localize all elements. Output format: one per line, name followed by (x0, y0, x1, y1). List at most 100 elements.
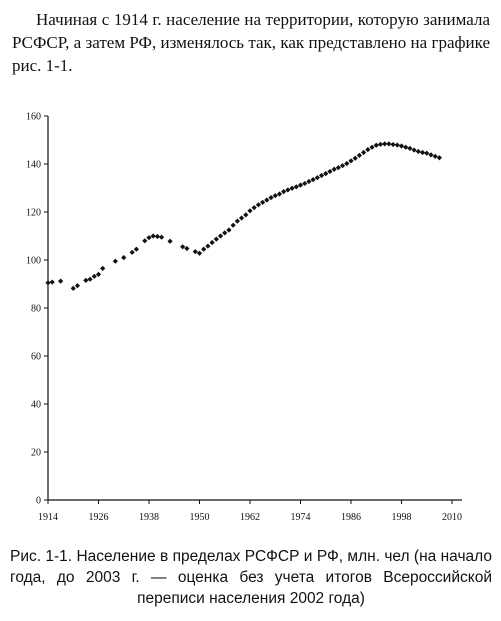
y-tick-label: 140 (26, 160, 41, 171)
data-point (373, 142, 379, 148)
y-tick-label: 60 (31, 352, 41, 363)
x-tick-label: 1914 (38, 512, 58, 523)
x-tick-label: 1962 (240, 512, 260, 523)
data-point (348, 158, 354, 164)
y-tick-label: 100 (26, 256, 41, 267)
data-point (377, 141, 384, 147)
data-point (419, 149, 426, 156)
y-tick-label: 40 (31, 400, 41, 411)
data-point (285, 187, 291, 193)
data-point (150, 233, 156, 239)
data-point (238, 215, 245, 221)
data-point (411, 147, 417, 153)
x-tick-label: 1938 (139, 512, 159, 523)
data-point (192, 249, 198, 255)
population-chart: 0 20 40 60 80 100 120 140 160 1914 1926 1938 1950 19… (0, 100, 501, 540)
data-point (382, 141, 388, 147)
data-point (201, 246, 207, 252)
data-point (335, 165, 341, 171)
x-tick-label: 1950 (190, 512, 210, 523)
y-tick-label: 0 (36, 496, 41, 507)
data-point (365, 147, 371, 153)
y-tick-label: 80 (31, 304, 41, 315)
y-tick-label: 160 (26, 112, 41, 123)
data-point (281, 189, 287, 195)
data-point (323, 171, 329, 177)
data-point (386, 141, 392, 147)
data-point (133, 246, 139, 252)
data-point (83, 277, 89, 283)
data-point (268, 195, 274, 201)
data-point (243, 212, 249, 218)
data-point (112, 258, 118, 264)
data-point (369, 144, 375, 150)
data-point (230, 222, 236, 228)
data-point (276, 191, 283, 197)
data-point (318, 172, 325, 179)
data-point (129, 249, 135, 255)
data-point (100, 265, 106, 271)
data-point (428, 152, 434, 158)
data-point (398, 143, 405, 149)
data-point (352, 155, 358, 161)
data-point (344, 160, 350, 167)
data-point (415, 148, 421, 155)
x-tick-label: 1974 (291, 512, 311, 523)
data-point (91, 273, 97, 279)
data-point (293, 184, 299, 190)
data-point (213, 236, 219, 242)
x-tick-label: 1986 (341, 512, 361, 523)
data-point (260, 199, 266, 205)
y-tick-label: 120 (26, 208, 41, 219)
intro-paragraph: Начиная с 1914 г. население на территори… (12, 10, 490, 75)
data-point (272, 193, 278, 199)
data-point (222, 230, 228, 236)
data-point (289, 185, 295, 191)
x-tick-label: 1998 (392, 512, 412, 523)
data-point (302, 180, 308, 187)
data-point (95, 271, 102, 277)
data-point (314, 175, 320, 181)
data-point (251, 205, 257, 211)
data-point (306, 178, 312, 185)
x-tick-label: 1926 (89, 512, 109, 523)
data-point (424, 150, 430, 156)
data-point (142, 238, 148, 244)
data-point (184, 245, 190, 252)
data-point (297, 182, 304, 188)
data-point (70, 285, 76, 291)
data-points (45, 141, 442, 291)
data-point (49, 279, 55, 285)
data-point (87, 276, 93, 282)
data-point (121, 255, 127, 261)
data-point (196, 250, 203, 256)
data-point (394, 142, 400, 148)
data-point (226, 227, 232, 233)
y-axis: 0 20 40 60 80 100 120 140 160 (26, 112, 49, 507)
data-point (247, 208, 253, 214)
data-point (217, 233, 224, 239)
data-point (361, 149, 367, 156)
data-point (339, 163, 346, 169)
y-tick-label: 20 (31, 448, 41, 459)
data-point (390, 141, 396, 148)
data-point (432, 153, 438, 159)
data-point (209, 239, 215, 246)
data-point (154, 233, 161, 240)
data-point (356, 152, 363, 158)
data-point (403, 144, 409, 150)
figure-caption: Рис. 1-1. Население в пределах РСФСР и Р… (10, 548, 492, 607)
data-point (58, 278, 64, 284)
data-point (264, 197, 270, 203)
x-tick-label: 2010 (442, 512, 462, 523)
data-point (331, 166, 337, 172)
x-axis: 1914 1926 1938 1950 1962 1974 1986 1998 2010 (38, 499, 462, 523)
data-point (159, 234, 165, 240)
data-point (167, 238, 173, 244)
data-point (407, 145, 413, 151)
data-point (205, 243, 211, 249)
data-point (45, 280, 51, 286)
data-point (74, 283, 81, 289)
data-point (436, 155, 442, 161)
